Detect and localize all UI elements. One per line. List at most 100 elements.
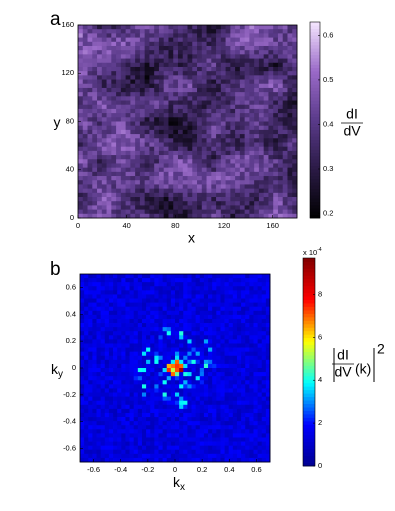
heatmap-cell: [245, 88, 250, 93]
heatmap-cell: [268, 197, 273, 202]
heatmap-cell: [146, 348, 151, 352]
heatmap-cell: [134, 364, 139, 368]
heatmap-cell: [84, 372, 89, 376]
heatmap-cell: [111, 113, 116, 118]
heatmap-cell: [235, 151, 240, 156]
heatmap-cell: [173, 96, 178, 101]
heatmap-cell: [253, 454, 258, 458]
heatmap-cell: [207, 151, 212, 156]
heatmap-cell: [187, 372, 192, 376]
heatmap-cell: [262, 303, 267, 307]
heatmap-cell: [138, 327, 143, 331]
heatmap-cell: [88, 113, 93, 118]
heatmap-cell: [273, 25, 278, 30]
heatmap-cell: [220, 425, 225, 429]
heatmap-cell: [130, 67, 135, 72]
heatmap-cell: [241, 335, 246, 339]
heatmap-cell: [109, 372, 114, 376]
heatmap-cell: [83, 210, 88, 215]
heatmap-cell: [111, 147, 116, 152]
heatmap-cell: [221, 63, 226, 68]
heatmap-cell: [254, 105, 259, 110]
heatmap-cell: [259, 210, 264, 215]
heatmap-cell: [287, 92, 292, 97]
heatmap-cell: [168, 193, 173, 198]
heatmap-cell: [167, 393, 172, 397]
heatmap-cell: [149, 122, 154, 127]
heatmap-cell: [233, 286, 238, 290]
heatmap-cell: [216, 155, 221, 160]
heatmap-cell: [145, 29, 150, 34]
heatmap-cell: [107, 168, 112, 173]
heatmap-cell: [202, 163, 207, 168]
y-tick-label: 0.6: [66, 282, 76, 291]
heatmap-cell: [264, 193, 269, 198]
heatmap-cell: [225, 446, 230, 450]
heatmap-cell: [117, 282, 122, 286]
heatmap-cell: [202, 46, 207, 51]
heatmap-cell: [187, 331, 192, 335]
heatmap-cell: [216, 130, 221, 135]
heatmap-cell: [164, 155, 169, 160]
heatmap-cell: [183, 409, 188, 413]
heatmap-cell: [130, 134, 135, 139]
heatmap-cell: [245, 25, 250, 30]
heatmap-cell: [187, 278, 192, 282]
heatmap-cell: [140, 101, 145, 106]
heatmap-cell: [158, 437, 163, 441]
heatmap-cell: [192, 147, 197, 152]
heatmap-cell: [142, 323, 147, 327]
heatmap-cell: [258, 299, 263, 303]
heatmap-cell: [142, 388, 147, 392]
multiplier-base: x 10: [303, 248, 317, 257]
heatmap-cell: [101, 307, 106, 311]
heatmap-cell: [178, 151, 183, 156]
heatmap-cell: [211, 54, 216, 59]
heatmap-cell: [88, 368, 93, 372]
colorbar-cell: [310, 172, 320, 176]
heatmap-cell: [88, 401, 93, 405]
heatmap-cell: [173, 197, 178, 202]
heatmap-cell: [121, 372, 126, 376]
heatmap-cell: [126, 63, 131, 68]
heatmap-cell: [262, 343, 267, 347]
heatmap-cell: [187, 442, 192, 446]
heatmap-cell: [230, 184, 235, 189]
heatmap-cell: [283, 134, 288, 139]
heatmap-cell: [235, 117, 240, 122]
colorbar-cell: [303, 317, 315, 321]
heatmap-cell: [105, 454, 110, 458]
heatmap-cell: [109, 442, 114, 446]
heatmap-cell: [283, 25, 288, 30]
heatmap-cell: [216, 147, 221, 152]
heatmap-cell: [179, 442, 184, 446]
heatmap-cell: [253, 299, 258, 303]
heatmap-cell: [196, 335, 201, 339]
heatmap-cell: [113, 405, 118, 409]
heatmap-cell: [97, 450, 102, 454]
heatmap-cell: [80, 413, 85, 417]
colorbar-cell: [303, 372, 315, 376]
colorbar-cell: [310, 38, 320, 42]
heatmap-cell: [188, 84, 193, 89]
heatmap-cell: [196, 393, 201, 397]
heatmap-cell: [80, 450, 85, 454]
heatmap-cell: [259, 29, 264, 34]
heatmap-cell: [212, 437, 217, 441]
heatmap-cell: [245, 176, 250, 181]
heatmap-cell: [200, 417, 205, 421]
heatmap-cell: [249, 380, 254, 384]
heatmap-cell: [140, 109, 145, 114]
heatmap-cell: [212, 384, 217, 388]
heatmap-cell: [258, 446, 263, 450]
colorbar-cell: [303, 386, 315, 390]
heatmap-cell: [202, 130, 207, 135]
heatmap-cell: [235, 38, 240, 43]
heatmap-cell: [125, 368, 130, 372]
heatmap-cell: [249, 307, 254, 311]
heatmap-cell: [149, 71, 154, 76]
heatmap-cell: [221, 147, 226, 152]
heatmap-cell: [163, 380, 168, 384]
heatmap-cell: [105, 352, 110, 356]
heatmap-cell: [258, 413, 263, 417]
